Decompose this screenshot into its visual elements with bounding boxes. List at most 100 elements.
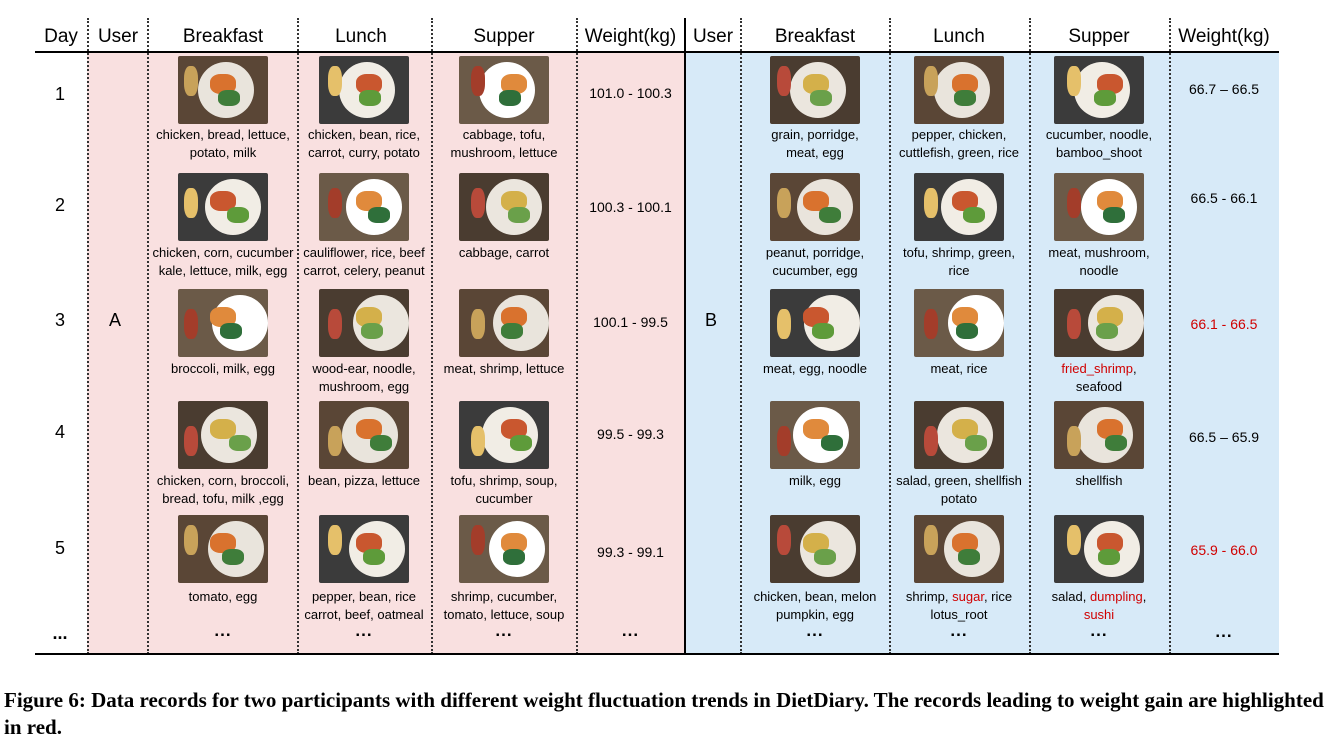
- ellipsis: ...: [950, 621, 968, 640]
- food-photo: [1054, 515, 1144, 583]
- header-user-a: User: [97, 26, 139, 47]
- food-items: milk, egg: [741, 472, 889, 490]
- day-number: 4: [54, 422, 65, 442]
- food-photo: [914, 401, 1004, 469]
- header-rule: [35, 51, 1279, 53]
- header-lunch-b: Lunch: [933, 26, 985, 47]
- food-photo: [770, 56, 860, 124]
- weight-b-day2: 66.5 - 66.1: [1190, 190, 1258, 206]
- weight-a-day4: 99.5 - 99.3: [597, 426, 664, 442]
- food-photo: [1054, 289, 1144, 357]
- ellipsis: ...: [214, 621, 232, 640]
- column-divider: [297, 18, 299, 654]
- food-photo: [459, 289, 549, 357]
- weight-a-day5: 99.3 - 99.1: [597, 544, 664, 560]
- food-items: tofu, shrimp, green, rice: [885, 244, 1033, 279]
- header-supper-b: Supper: [1068, 26, 1130, 47]
- food-photo: [178, 56, 268, 124]
- food-text: bean, pizza, lettuce: [307, 473, 421, 488]
- day-number: 3: [54, 310, 65, 330]
- food-text: shrimp,: [905, 589, 953, 604]
- food-text: grain, porridge, meat, egg: [771, 127, 859, 160]
- food-items: pepper, chicken, cuttlefish, green, rice: [885, 126, 1033, 161]
- column-divider: [431, 18, 433, 654]
- food-text: peanut, porridge, cucumber, egg: [765, 245, 865, 278]
- column-divider: [1169, 18, 1171, 654]
- user-label-b: B: [704, 310, 717, 330]
- food-items: wood-ear, noodle, mushroom, egg: [290, 360, 438, 395]
- ellipsis: ...: [1215, 622, 1233, 641]
- header-weight-b: Weight(kg): [1178, 26, 1270, 47]
- weight-b-day3: 66.1 - 66.5: [1190, 316, 1258, 332]
- food-items: meat, mushroom, noodle: [1025, 244, 1173, 279]
- food-items: shellfish: [1025, 472, 1173, 490]
- food-text: shrimp, cucumber, tomato, lettuce, soup: [443, 589, 565, 622]
- food-photo: [459, 401, 549, 469]
- food-items: fried_shrimp, seafood: [1025, 360, 1173, 395]
- food-photo: [178, 515, 268, 583]
- weight-b-day5: 65.9 - 66.0: [1190, 542, 1258, 558]
- food-text: tofu, shrimp, soup, cucumber: [450, 473, 558, 506]
- food-text: chicken, corn, broccoli, bread, tofu, mi…: [156, 473, 290, 506]
- food-items: tofu, shrimp, soup, cucumber: [430, 472, 578, 507]
- food-items: cauliflower, rice, beef carrot, celery, …: [290, 244, 438, 279]
- food-photo: [459, 173, 549, 241]
- ellipsis: ...: [1090, 621, 1108, 640]
- food-items: bean, pizza, lettuce: [290, 472, 438, 490]
- food-items: salad, dumpling, sushi: [1025, 588, 1173, 623]
- food-items: cucumber, noodle, bamboo_shoot: [1025, 126, 1173, 161]
- food-text: salad, green, shellfish potato: [896, 473, 1022, 506]
- food-photo: [770, 289, 860, 357]
- food-photo: [178, 401, 268, 469]
- day-number: 1: [54, 84, 65, 104]
- food-items: chicken, bean, rice, carrot, curry, pota…: [290, 126, 438, 161]
- day-ellipsis: ...: [52, 623, 68, 643]
- food-items: meat, egg, noodle: [741, 360, 889, 378]
- food-photo: [319, 56, 409, 124]
- food-text: chicken, bean, rice, carrot, curry, pota…: [307, 127, 420, 160]
- weight-gain-food: fried_shrimp: [1061, 361, 1133, 376]
- food-items: salad, green, shellfish potato: [885, 472, 1033, 507]
- food-text: broccoli, milk, egg: [170, 361, 276, 376]
- header-breakfast-a: Breakfast: [182, 26, 264, 47]
- weight-gain-food: dumpling: [1089, 589, 1143, 604]
- food-photo: [914, 56, 1004, 124]
- header-weight-a: Weight(kg): [584, 26, 677, 47]
- food-text: meat, rice: [930, 361, 988, 376]
- food-items: shrimp, sugar, rice lotus_root: [885, 588, 1033, 623]
- column-divider: [1029, 18, 1031, 654]
- food-text: meat, mushroom, noodle: [1048, 245, 1150, 278]
- participant-divider: [684, 18, 686, 654]
- bottom-rule: [35, 653, 1279, 655]
- food-photo: [1054, 56, 1144, 124]
- food-items: meat, rice: [885, 360, 1033, 378]
- food-items: grain, porridge, meat, egg: [741, 126, 889, 161]
- column-divider: [147, 18, 149, 654]
- food-photo: [459, 56, 549, 124]
- header-breakfast-b: Breakfast: [774, 26, 856, 47]
- day-number: 5: [54, 538, 65, 558]
- weight-b-day1: 66.7 – 66.5: [1188, 81, 1260, 97]
- column-divider: [576, 18, 578, 654]
- header-day: Day: [44, 26, 78, 47]
- food-photo: [770, 515, 860, 583]
- food-items: chicken, corn, cucumber kale, lettuce, m…: [149, 244, 297, 279]
- ellipsis: ...: [355, 621, 373, 640]
- header-lunch-a: Lunch: [335, 26, 387, 47]
- food-text: chicken, corn, cucumber kale, lettuce, m…: [152, 245, 294, 278]
- food-photo: [178, 289, 268, 357]
- day-number: 2: [54, 195, 65, 215]
- food-text: pepper, bean, rice carrot, beef, oatmeal: [304, 589, 424, 622]
- header-supper-a: Supper: [473, 26, 535, 47]
- food-photo: [459, 515, 549, 583]
- food-photo: [319, 173, 409, 241]
- food-text: cabbage, tofu, mushroom, lettuce: [450, 127, 558, 160]
- food-text: cauliflower, rice, beef carrot, celery, …: [303, 245, 425, 278]
- weight-a-day3: 100.1 - 99.5: [593, 314, 668, 330]
- food-items: broccoli, milk, egg: [149, 360, 297, 378]
- food-text: , rice lotus_root: [930, 589, 1013, 622]
- food-items: shrimp, cucumber, tomato, lettuce, soup: [430, 588, 578, 623]
- column-divider: [740, 18, 742, 654]
- food-text: ,: [1142, 589, 1147, 604]
- weight-gain-food: sugar: [952, 589, 984, 604]
